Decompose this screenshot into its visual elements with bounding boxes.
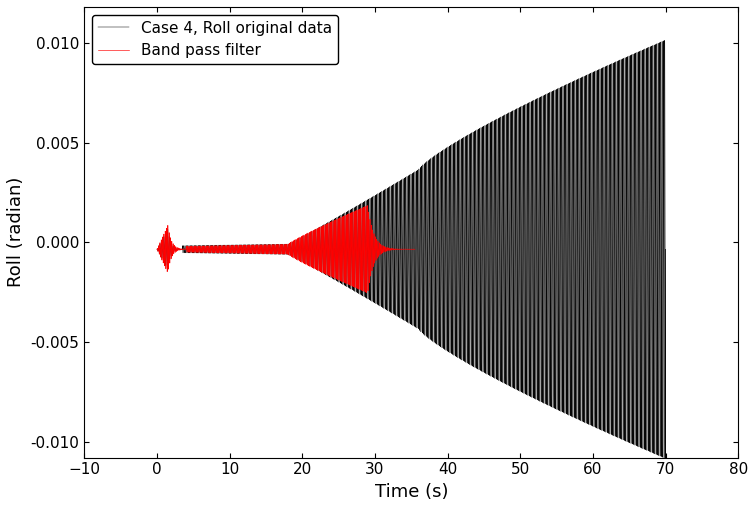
X-axis label: Time (s): Time (s) — [374, 483, 448, 501]
Case 4, Roll original data — [153, 246, 162, 252]
Band pass filter — [153, 246, 162, 252]
Band pass filter — [315, 226, 324, 232]
Case 4, Roll original data — [160, 240, 169, 246]
Band pass filter — [310, 232, 319, 238]
Line: Case 4, Roll original data: Case 4, Roll original data — [157, 40, 666, 458]
Band pass filter — [255, 250, 264, 256]
Band pass filter — [288, 255, 297, 261]
Case 4, Roll original data — [415, 281, 424, 287]
Case 4, Roll original data — [304, 262, 313, 268]
Y-axis label: Roll (radian): Roll (radian) — [7, 177, 25, 288]
Case 4, Roll original data — [660, 37, 669, 43]
Case 4, Roll original data — [661, 246, 670, 252]
Case 4, Roll original data — [419, 271, 428, 277]
Band pass filter — [346, 257, 355, 263]
Band pass filter — [220, 242, 230, 248]
Line: Band pass filter: Band pass filter — [157, 206, 415, 293]
Band pass filter — [411, 246, 420, 252]
Band pass filter — [362, 290, 371, 296]
Legend: Case 4, Roll original data, Band pass filter: Case 4, Roll original data, Band pass fi… — [92, 15, 338, 65]
Case 4, Roll original data — [661, 455, 670, 461]
Band pass filter — [363, 203, 372, 209]
Case 4, Roll original data — [263, 251, 273, 257]
Case 4, Roll original data — [304, 262, 313, 268]
